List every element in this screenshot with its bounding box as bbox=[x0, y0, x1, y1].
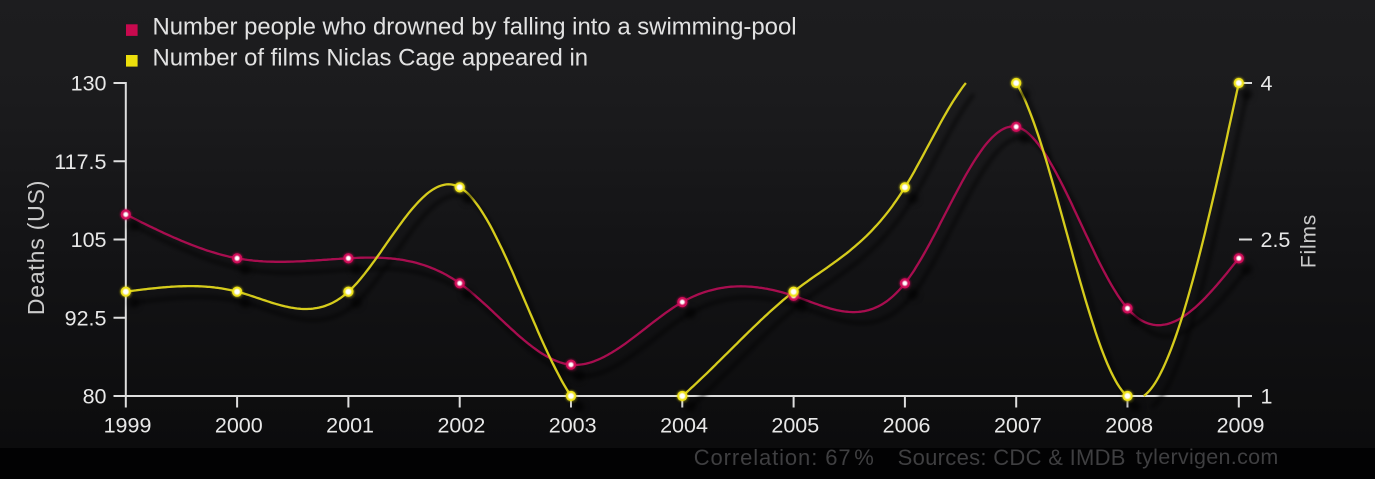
svg-text:2000: 2000 bbox=[215, 414, 263, 438]
svg-text:2009: 2009 bbox=[1217, 414, 1265, 438]
svg-text:Films: Films bbox=[1298, 214, 1321, 268]
svg-text:2.5: 2.5 bbox=[1261, 228, 1291, 252]
svg-text:Number of films Niclas Cage ap: Number of films Niclas Cage appeared in bbox=[153, 44, 589, 71]
svg-text:2005: 2005 bbox=[771, 414, 819, 438]
svg-text:2006: 2006 bbox=[883, 414, 931, 438]
svg-text:4: 4 bbox=[1261, 72, 1273, 96]
svg-text:105: 105 bbox=[71, 228, 107, 252]
svg-text:1999: 1999 bbox=[104, 414, 152, 438]
svg-text:2004: 2004 bbox=[660, 414, 708, 438]
svg-text:Number people who drowned by f: Number people who drowned by falling int… bbox=[153, 14, 797, 41]
svg-text:2003: 2003 bbox=[549, 414, 597, 438]
svg-text:80: 80 bbox=[83, 385, 107, 409]
svg-text:Deaths (US): Deaths (US) bbox=[23, 180, 49, 315]
svg-text:92.5: 92.5 bbox=[65, 306, 107, 330]
svg-text:2008: 2008 bbox=[1105, 414, 1153, 438]
svg-text:117.5: 117.5 bbox=[54, 150, 106, 174]
svg-text:2002: 2002 bbox=[437, 414, 485, 438]
svg-text:130: 130 bbox=[71, 72, 107, 96]
svg-text:1: 1 bbox=[1261, 385, 1273, 409]
svg-text:2001: 2001 bbox=[326, 414, 374, 438]
svg-text:2007: 2007 bbox=[994, 414, 1042, 438]
